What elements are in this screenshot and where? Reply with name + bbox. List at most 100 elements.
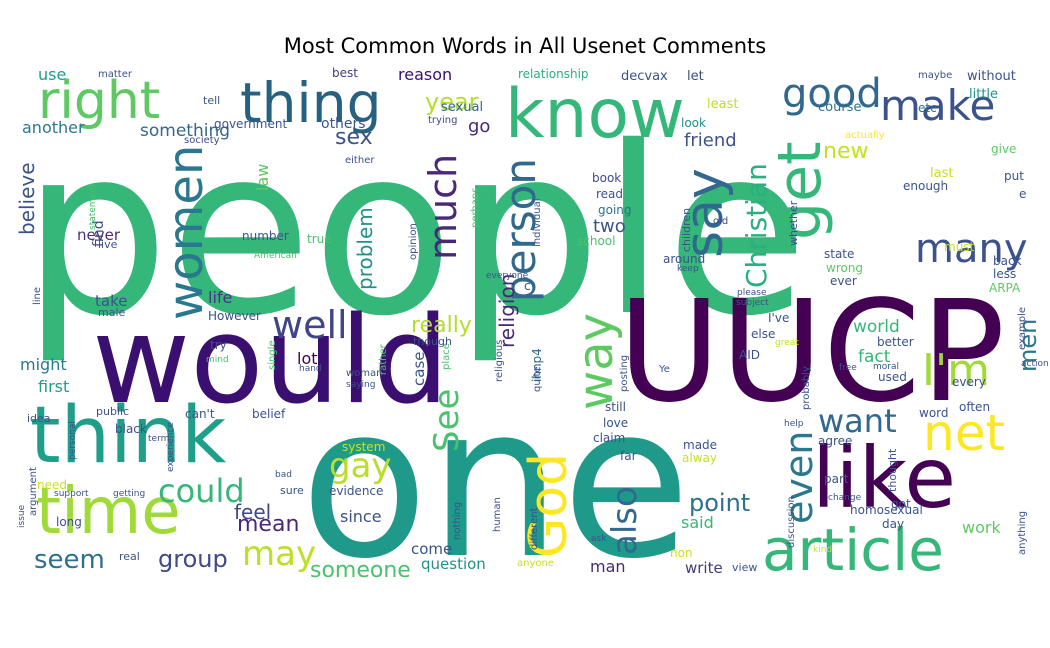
word-love: love [603,416,628,430]
word-year: year [425,88,479,116]
word-since: since [340,507,382,526]
word-often: often [959,400,990,414]
word-term: term [148,434,169,444]
word-friend: friend [684,130,737,151]
word-made: made [683,438,717,452]
word-another: another [22,118,85,137]
word-school: school [577,234,615,248]
word-whether: whether [787,200,800,246]
word-religious: religious [494,340,505,382]
word-look: look [681,116,706,130]
word-action: action [1021,359,1049,369]
word-however: However [208,309,261,323]
word-support: support [54,489,89,499]
word-man: man [590,557,626,576]
word-tell: tell [203,94,220,107]
word-please: please [737,288,767,298]
word-old: old [713,216,728,227]
word-way: way [568,313,624,410]
word-book: book [592,171,621,185]
word-article: article [762,516,944,584]
word-good: good [782,71,882,117]
word-feel: feel [234,500,271,524]
word-must: must [944,240,975,254]
word-trying: trying [428,115,457,126]
word-aid: AID [739,348,760,362]
word-write: write [685,559,723,577]
word-sexual: sexual [441,100,483,115]
word-system: system [342,440,385,454]
word-work: work [962,518,1001,537]
word-children: children [680,208,693,252]
word-anything: anything [1017,511,1028,555]
word-christian: Christian [740,163,773,288]
word-get: get [765,141,835,240]
word-point: point [689,489,750,517]
word-personal: personal [68,421,78,460]
word-much: much [421,154,465,260]
word-e: e [1019,187,1026,201]
word-something: something [140,121,230,141]
word-also: also [605,486,645,555]
word-great: great [775,338,799,348]
word-male: male [98,306,126,319]
word-without: without [967,69,1016,84]
word-homosexual: homosexual [850,503,923,517]
word-free: free [839,363,857,373]
word-idea: idea [27,412,51,425]
word-single: single [267,340,278,370]
word-etc: etc [918,101,937,115]
word-first: first [38,377,69,396]
word-experience: experience [166,422,176,472]
word-live: live [98,238,118,251]
word-though: though [413,335,452,348]
word-c: c [524,279,531,293]
word-many: many [915,226,1028,272]
word-society: society [184,135,220,146]
word-mind: mind [206,355,229,365]
word-read: read [596,187,623,201]
word-ihnp4: ihnp4 [530,348,544,382]
word-maybe: maybe [918,70,952,81]
word-people: people [22,97,808,367]
word-arpa: ARPA [989,281,1021,295]
word-hand: hand [299,364,322,374]
word-sex: sex [335,125,373,150]
word-would: would [92,292,449,431]
word-decvax: decvax [621,69,668,84]
word-moral: moral [873,362,899,372]
word-example: example [1017,307,1028,350]
word-saying: saying [346,380,375,390]
word-word: word [919,406,949,420]
word-others: others [321,116,366,132]
word-claim: claim [593,431,625,445]
word-ye: Ye [658,364,670,375]
word-case: case [410,352,428,386]
word-ask: ask [591,534,607,544]
word-new: new [823,139,868,164]
word-better: better [877,335,914,349]
word-perhaps: perhaps [470,188,481,228]
word-nothing: nothing [452,502,463,540]
word-relationship: relationship [518,67,589,81]
word-think: think [30,391,226,481]
word-take: take [95,292,127,310]
word-everyone: everyone [486,271,529,281]
word-put: put [1004,169,1024,183]
word-gay: gay [329,446,392,486]
word-could: could [158,472,245,510]
word-less: less [993,267,1016,281]
word-religion: religion [495,274,519,348]
word-find: find [91,220,107,247]
word-keep: keep [677,264,699,274]
word-place: place [441,343,452,370]
word-make: make [880,81,995,130]
word-still: still [605,400,626,414]
word-net: net [923,404,1005,462]
word-god: God [519,453,579,558]
word-used: used [878,370,907,384]
word-thought: thought [886,448,899,492]
word-i-ve: I've [768,311,789,325]
word-lot: lot [297,349,318,368]
